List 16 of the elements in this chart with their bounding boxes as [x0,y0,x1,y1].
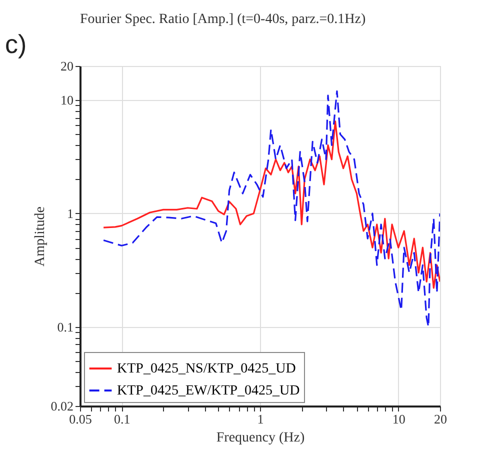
y-tick-label: 0.02 [50,398,74,414]
y-tick-label: 10 [60,92,74,108]
y-tick-label: 0.1 [57,319,74,334]
x-axis-title: Frequency (Hz) [216,430,305,446]
legend-label: KTP_0425_NS/KTP_0425_UD [117,362,296,376]
x-tick-label: 1 [257,412,264,426]
x-tick-label: 20 [434,412,447,426]
x-tick-label: 0.1 [114,412,130,426]
legend-label: KTP_0425_EW/KTP_0425_UD [117,384,300,398]
x-tick-label: 0.05 [69,412,92,426]
chart-title: Fourier Spec. Ratio [Amp.] (t=0-40s, parz.=0.1Hz) [80,12,366,27]
y-tick-label: 1 [67,206,74,221]
x-tick-label: 10 [392,412,406,426]
text: c) [5,29,27,59]
y-axis-title: Amplitude [32,206,48,266]
y-tick-label: 20 [60,58,74,74]
